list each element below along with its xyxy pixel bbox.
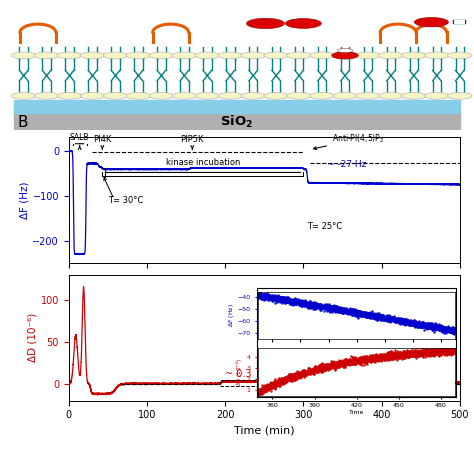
Circle shape <box>401 52 426 59</box>
Text: PIP5K: PIP5K <box>181 135 204 149</box>
Y-axis label: $\Delta$F (Hz): $\Delta$F (Hz) <box>227 303 236 327</box>
Circle shape <box>285 18 321 28</box>
Circle shape <box>414 18 448 27</box>
Circle shape <box>287 92 311 99</box>
Y-axis label: ΔD (10⁻⁶): ΔD (10⁻⁶) <box>28 313 38 362</box>
Circle shape <box>356 52 380 59</box>
Text: T= 25°C: T= 25°C <box>307 222 342 231</box>
Circle shape <box>246 18 284 29</box>
Text: T= 30°C: T= 30°C <box>108 195 143 204</box>
Circle shape <box>11 92 36 99</box>
Circle shape <box>332 52 358 59</box>
Circle shape <box>241 52 265 59</box>
Circle shape <box>264 92 289 99</box>
Circle shape <box>333 92 357 99</box>
Circle shape <box>241 92 265 99</box>
Text: PI4K: PI4K <box>93 135 111 149</box>
Text: B: B <box>18 115 28 130</box>
Circle shape <box>126 92 151 99</box>
Bar <box>219 380 300 386</box>
Circle shape <box>57 52 82 59</box>
Text: Anti-PI(4,5)P$_2$: Anti-PI(4,5)P$_2$ <box>313 133 384 149</box>
Bar <box>14 100 460 113</box>
Circle shape <box>310 52 334 59</box>
Circle shape <box>218 52 243 59</box>
X-axis label: Time: Time <box>349 410 365 415</box>
Circle shape <box>103 52 128 59</box>
Circle shape <box>103 92 128 99</box>
Circle shape <box>447 92 472 99</box>
Text: SALB: SALB <box>70 133 90 142</box>
Circle shape <box>337 48 353 53</box>
Circle shape <box>333 52 357 59</box>
Circle shape <box>218 92 243 99</box>
Bar <box>453 20 465 24</box>
Circle shape <box>57 92 82 99</box>
Circle shape <box>34 52 59 59</box>
Circle shape <box>80 52 105 59</box>
Circle shape <box>34 92 59 99</box>
Text: $\mathbf{SiO_2}$: $\mathbf{SiO_2}$ <box>220 114 254 130</box>
Circle shape <box>149 92 174 99</box>
Bar <box>454 20 464 23</box>
Circle shape <box>195 52 219 59</box>
Circle shape <box>172 92 197 99</box>
Bar <box>14 111 460 130</box>
Y-axis label: $\Delta$D (10$^{-6}$): $\Delta$D (10$^{-6}$) <box>235 358 246 386</box>
X-axis label: Time (min): Time (min) <box>234 426 294 436</box>
Text: kinase incubation: kinase incubation <box>166 158 240 167</box>
Text: ~ 0.3: ~ 0.3 <box>225 369 252 379</box>
Circle shape <box>379 52 403 59</box>
Circle shape <box>264 52 289 59</box>
Circle shape <box>195 92 219 99</box>
Circle shape <box>425 92 449 99</box>
Circle shape <box>379 92 403 99</box>
Circle shape <box>447 52 472 59</box>
Circle shape <box>126 52 151 59</box>
Circle shape <box>11 52 36 59</box>
Circle shape <box>287 52 311 59</box>
Circle shape <box>172 52 197 59</box>
Circle shape <box>80 92 105 99</box>
Y-axis label: ΔF (Hz): ΔF (Hz) <box>19 182 29 219</box>
Circle shape <box>356 92 380 99</box>
Text: ~ -27 Hz: ~ -27 Hz <box>327 160 366 169</box>
Circle shape <box>149 52 174 59</box>
Circle shape <box>425 52 449 59</box>
Circle shape <box>401 92 426 99</box>
Circle shape <box>310 92 334 99</box>
